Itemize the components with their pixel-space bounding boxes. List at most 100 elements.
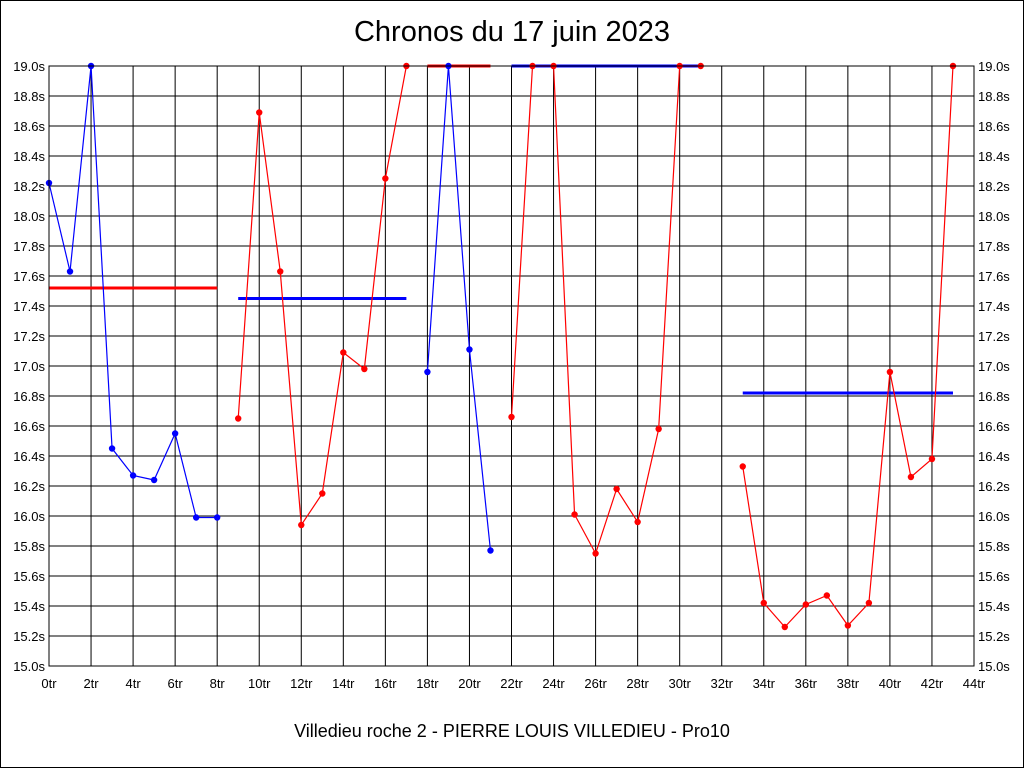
y-tick-label-left: 19.0s — [13, 59, 45, 74]
y-tick-label-right: 16.6s — [978, 419, 1010, 434]
chart-subtitle: Villedieu roche 2 - PIERRE LOUIS VILLEDI… — [294, 721, 730, 741]
x-tick-label: 22tr — [500, 676, 523, 691]
y-tick-label-left: 15.8s — [13, 539, 45, 554]
y-tick-label-right: 18.0s — [978, 209, 1010, 224]
data-point — [739, 463, 746, 470]
y-tick-label-left: 17.0s — [13, 359, 45, 374]
y-tick-label-left: 16.4s — [13, 449, 45, 464]
data-point — [235, 415, 242, 422]
x-tick-label: 4tr — [126, 676, 142, 691]
data-point — [382, 175, 389, 182]
data-point — [634, 518, 641, 526]
y-tick-label-left: 17.4s — [13, 299, 45, 314]
x-tick-label: 0tr — [41, 676, 57, 691]
data-point — [171, 430, 179, 437]
y-tick-label-right: 15.2s — [978, 629, 1010, 644]
data-point — [613, 485, 620, 493]
y-tick-label-right: 15.6s — [978, 569, 1010, 584]
y-tick-label-left: 17.2s — [13, 329, 45, 344]
y-tick-label-left: 17.6s — [13, 269, 45, 284]
y-tick-label-right: 15.8s — [978, 539, 1010, 554]
y-tick-label-left: 15.6s — [13, 569, 45, 584]
data-point — [361, 365, 368, 373]
plot-border — [48, 65, 975, 667]
x-tick-label: 38tr — [837, 676, 860, 691]
y-tick-label-right: 18.2s — [978, 179, 1010, 194]
y-tick-label-right: 18.6s — [978, 119, 1010, 134]
y-tick-label-left: 18.4s — [13, 149, 45, 164]
data-point — [298, 521, 305, 529]
data-point — [256, 109, 263, 116]
y-tick-label-left: 16.6s — [13, 419, 45, 434]
x-tick-label: 32tr — [711, 676, 734, 691]
data-point — [781, 623, 788, 631]
series-group — [424, 62, 494, 554]
data-point — [865, 599, 873, 607]
data-point — [655, 425, 662, 433]
series-group — [508, 62, 704, 557]
grid-lines — [48, 65, 975, 667]
data-point — [466, 346, 473, 353]
data-point — [319, 490, 326, 497]
x-tick-label: 42tr — [921, 676, 944, 691]
y-tick-label-left: 18.2s — [13, 179, 45, 194]
data-point — [508, 413, 515, 421]
data-point — [592, 550, 599, 557]
data-point — [760, 599, 767, 607]
x-tick-label: 30tr — [668, 676, 691, 691]
y-tick-label-left: 15.2s — [13, 629, 45, 644]
data-point — [487, 547, 494, 554]
data-point — [844, 622, 852, 629]
average-lines — [49, 64, 953, 395]
x-tick-label: 12tr — [290, 676, 313, 691]
series-group — [45, 62, 221, 521]
y-tick-label-right: 15.0s — [978, 659, 1010, 674]
x-tick-label: 44tr — [963, 676, 986, 691]
data-point — [571, 511, 578, 518]
x-tick-label: 28tr — [626, 676, 649, 691]
data-point — [886, 368, 894, 376]
y-tick-label-right: 18.4s — [978, 149, 1010, 164]
x-tick-label: 2tr — [83, 676, 99, 691]
y-tick-label-right: 16.8s — [978, 389, 1010, 404]
y-tick-label-right: 16.4s — [978, 449, 1010, 464]
data-point — [213, 514, 221, 521]
y-tick-label-right: 18.8s — [978, 89, 1010, 104]
series-group — [235, 62, 410, 529]
data-point — [802, 601, 810, 608]
y-tick-label-left: 15.0s — [13, 659, 45, 674]
y-tick-label-left: 15.4s — [13, 599, 45, 614]
x-tick-label: 8tr — [210, 676, 226, 691]
x-tick-label: 10tr — [248, 676, 271, 691]
y-tick-label-right: 17.8s — [978, 239, 1010, 254]
y-tick-label-left: 18.8s — [13, 89, 45, 104]
data-point — [823, 592, 831, 599]
x-tick-label: 24tr — [542, 676, 565, 691]
data-point — [150, 476, 158, 484]
data-point — [108, 445, 116, 452]
x-tick-label: 34tr — [753, 676, 776, 691]
tick-labels: 0tr 2tr 4tr 6tr 8tr 10tr 12tr 14tr 16tr 18tr 20tr 2… — [13, 59, 1010, 691]
data-point — [192, 514, 200, 521]
x-tick-label: 16tr — [374, 676, 397, 691]
data-point — [66, 268, 74, 275]
data-point — [424, 368, 431, 376]
series-line — [510, 65, 701, 556]
data-point — [277, 268, 284, 275]
x-tick-label: 26tr — [584, 676, 607, 691]
y-tick-label-right: 17.4s — [978, 299, 1010, 314]
data-point — [928, 455, 936, 463]
y-tick-label-right: 16.2s — [978, 479, 1010, 494]
x-tick-label: 14tr — [332, 676, 355, 691]
y-tick-label-left: 18.0s — [13, 209, 45, 224]
series-group — [739, 62, 957, 631]
y-tick-label-left: 16.2s — [13, 479, 45, 494]
x-tick-label: 20tr — [458, 676, 481, 691]
data-point — [340, 349, 347, 356]
x-tick-label: 40tr — [879, 676, 902, 691]
data-point — [129, 472, 137, 479]
y-tick-label-right: 16.0s — [978, 509, 1010, 524]
x-tick-label: 36tr — [795, 676, 818, 691]
y-tick-label-right: 15.4s — [978, 599, 1010, 614]
